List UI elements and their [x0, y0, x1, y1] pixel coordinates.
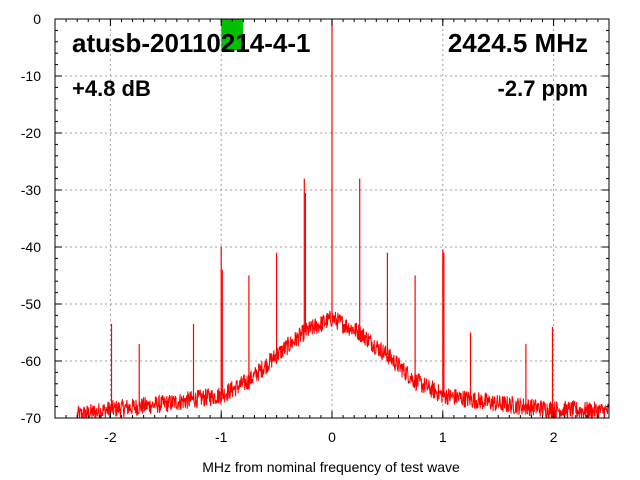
x-tick-label: 2 — [550, 429, 558, 445]
chart-subtitle-left: +4.8 dB — [72, 76, 151, 101]
x-tick-labels: -2 -1 0 1 2 — [104, 429, 558, 445]
x-tick-label: 1 — [439, 429, 447, 445]
y-tick-label: 0 — [33, 11, 41, 27]
y-tick-label: -70 — [21, 410, 41, 426]
x-tick-label: -1 — [215, 429, 228, 445]
y-tick-label: -40 — [21, 239, 41, 255]
y-tick-label: -10 — [21, 68, 41, 84]
y-tick-label: -60 — [21, 353, 41, 369]
spur-lines — [110, 19, 554, 410]
y-tick-labels: 0 -10 -20 -30 -40 -50 -60 -70 — [21, 11, 41, 426]
chart-title-left: atusb-20110214-4-1 — [72, 28, 310, 58]
y-tick-label: -20 — [21, 125, 41, 141]
chart-subtitle-right: -2.7 ppm — [498, 76, 588, 101]
chart-title-right: 2424.5 MHz — [448, 28, 588, 58]
spectrum-trace — [76, 310, 610, 420]
y-tick-label: -50 — [21, 296, 41, 312]
x-tick-label: -2 — [104, 429, 117, 445]
x-tick-label: 0 — [328, 429, 336, 445]
y-tick-label: -30 — [21, 182, 41, 198]
x-axis-title: MHz from nominal frequency of test wave — [202, 459, 460, 475]
spectrum-trace-path — [76, 310, 610, 420]
axis-ticks — [54, 18, 610, 419]
frequency-marker — [221, 19, 244, 51]
